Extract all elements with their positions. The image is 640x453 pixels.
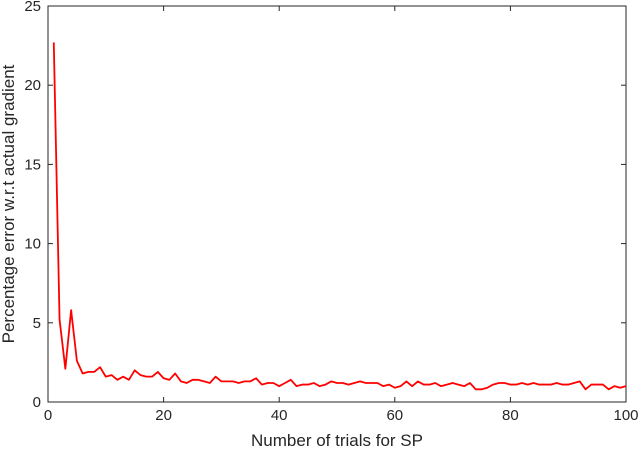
y-tick-label: 5	[33, 315, 41, 332]
series-line	[52, 42, 627, 391]
x-tick-label: 20	[155, 407, 172, 424]
series-group	[52, 42, 627, 391]
y-tick-label: 0	[33, 394, 41, 411]
y-tick-label: 20	[24, 77, 41, 94]
y-tick-label: 15	[24, 156, 41, 173]
x-tick-label: 100	[613, 407, 638, 424]
x-tick-label: 0	[44, 407, 52, 424]
y-tick-label: 25	[24, 0, 41, 15]
y-tick-label: 10	[24, 236, 41, 253]
x-tick-label: 40	[271, 407, 288, 424]
x-axis-label: Number of trials for SP	[251, 431, 423, 450]
y-axis-label: Percentage error w.r.t actual gradient	[0, 64, 18, 343]
plot-frame	[47, 5, 627, 403]
x-tick-label: 60	[386, 407, 403, 424]
axes	[47, 5, 627, 403]
ticks: 0 20 40 60 80 100 0 5 10 15 20 25	[24, 0, 638, 424]
x-tick-label: 80	[502, 407, 519, 424]
